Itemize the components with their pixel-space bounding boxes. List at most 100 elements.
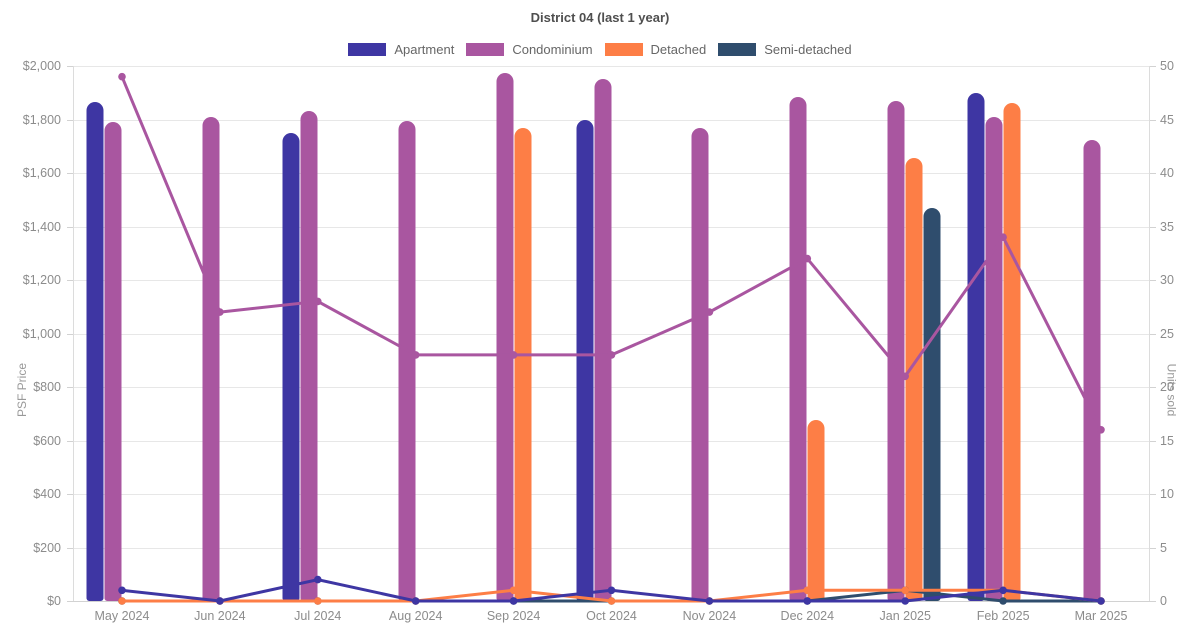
point-apartment[interactable]	[411, 597, 420, 605]
line-condominium	[120, 76, 1103, 431]
point-apartment[interactable]	[705, 597, 714, 605]
point-apartment[interactable]	[607, 586, 616, 595]
point-detached[interactable]	[901, 586, 909, 595]
bar-detached[interactable]	[905, 158, 923, 601]
gridline	[73, 280, 1150, 281]
bar-apartment[interactable]	[967, 92, 985, 601]
point-condominium[interactable]	[607, 351, 616, 359]
point-detached[interactable]	[118, 597, 126, 605]
plot-area	[73, 66, 1150, 605]
point-detached[interactable]	[314, 597, 322, 605]
point-apartment[interactable]	[314, 575, 322, 584]
legend-item-condominium[interactable]: Condominium	[466, 42, 593, 57]
point-condominium[interactable]	[1097, 426, 1105, 434]
bar-condominium[interactable]	[789, 96, 807, 601]
bar-condominium[interactable]	[1083, 139, 1101, 601]
bar-detached[interactable]	[807, 420, 825, 601]
point-apartment[interactable]	[509, 597, 518, 605]
legend-swatch-icon	[466, 43, 505, 56]
point-apartment[interactable]	[216, 597, 224, 605]
tick-mark	[67, 601, 73, 602]
bar-condominium[interactable]	[300, 111, 318, 601]
right-axis-tick-label: 30	[1160, 273, 1174, 287]
gridline	[73, 440, 1150, 442]
bar-semi-detached[interactable]	[923, 207, 941, 601]
legend-label: Apartment	[394, 42, 455, 57]
point-condominium[interactable]	[509, 351, 518, 359]
point-condominium[interactable]	[216, 308, 224, 316]
right-axis-tick-label: 35	[1160, 219, 1174, 234]
x-axis-label: Jan 2025	[879, 609, 931, 623]
tick-mark	[67, 547, 73, 549]
x-axis-label: Dec 2024	[780, 609, 835, 623]
tick-mark	[67, 387, 73, 388]
right-axis-tick-label: 0	[1160, 594, 1167, 608]
x-axis-label: May 2024	[94, 609, 150, 623]
left-axis-tick-label: $2,000	[22, 59, 61, 73]
left-axis-tick-label: $1,600	[22, 166, 61, 180]
tick-mark	[1150, 601, 1156, 602]
point-condominium[interactable]	[411, 351, 420, 359]
point-condominium[interactable]	[999, 233, 1007, 241]
point-condominium[interactable]	[314, 297, 322, 306]
x-axis-label: Mar 2025	[1074, 609, 1128, 623]
legend-label: Detached	[650, 42, 707, 57]
chart-title: District 04 (last 1 year)	[530, 10, 670, 25]
bar-apartment[interactable]	[86, 102, 104, 601]
point-condominium[interactable]	[803, 254, 812, 263]
legend-label: Semi-detached	[764, 42, 852, 57]
left-axis-tick-label: $1,800	[22, 112, 61, 127]
point-apartment[interactable]	[1097, 597, 1105, 605]
tick-mark	[1150, 173, 1156, 174]
legend-swatch-icon	[718, 43, 757, 56]
right-axis-tick-label: 10	[1160, 487, 1174, 501]
x-axis-label: Oct 2024	[586, 609, 637, 623]
point-condominium[interactable]	[901, 372, 909, 381]
gridline	[73, 66, 1150, 67]
point-apartment[interactable]	[999, 586, 1007, 595]
right-axis-tick-label: 40	[1160, 166, 1174, 180]
point-condominium[interactable]	[705, 308, 714, 316]
right-axis-tick-label: 15	[1160, 433, 1174, 448]
bar-condominium[interactable]	[202, 116, 220, 601]
bar-detached[interactable]	[514, 127, 532, 601]
tick-mark	[1150, 280, 1156, 281]
bar-condominium[interactable]	[496, 72, 514, 601]
point-apartment[interactable]	[803, 597, 812, 605]
gridline	[73, 387, 1150, 388]
tick-mark	[1150, 440, 1156, 442]
point-apartment[interactable]	[901, 597, 909, 605]
bar-detached[interactable]	[1003, 103, 1021, 601]
gridline	[73, 226, 1150, 228]
line-layer	[118, 72, 1105, 605]
tick-mark	[67, 119, 73, 121]
right-axis-tick-label: 50	[1160, 59, 1174, 73]
point-apartment[interactable]	[118, 586, 126, 595]
point-detached[interactable]	[509, 586, 518, 595]
legend-item-detached[interactable]: Detached	[604, 42, 707, 57]
gridline	[73, 173, 1150, 174]
point-detached[interactable]	[803, 586, 812, 595]
bar-apartment[interactable]	[282, 132, 300, 601]
legend-swatch-icon	[604, 43, 643, 56]
right-axis-tick-label: 20	[1160, 380, 1174, 394]
bar-condominium[interactable]	[398, 120, 416, 601]
point-condominium[interactable]	[118, 72, 126, 81]
bar-apartment[interactable]	[576, 119, 593, 601]
gridline	[73, 333, 1150, 335]
bar-condominium[interactable]	[691, 127, 709, 601]
tick-mark	[1150, 119, 1156, 121]
legend-item-apartment[interactable]: Apartment	[348, 42, 454, 57]
legend-item-semi-detached[interactable]: Semi-detached	[718, 42, 852, 57]
point-semi-detached[interactable]	[999, 597, 1007, 605]
tick-mark	[67, 280, 73, 281]
bar-condominium[interactable]	[594, 79, 611, 601]
tick-mark	[67, 173, 73, 174]
legend-swatch-icon	[348, 43, 387, 56]
tick-mark	[67, 226, 73, 228]
bar-condominium[interactable]	[887, 100, 905, 601]
bar-condominium[interactable]	[985, 116, 1003, 601]
bar-condominium[interactable]	[104, 122, 122, 601]
point-detached[interactable]	[607, 597, 616, 605]
